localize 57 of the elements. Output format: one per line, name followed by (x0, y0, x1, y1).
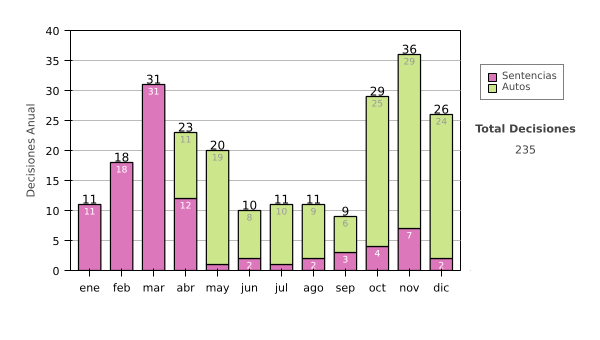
data-label: 4 (374, 250, 381, 260)
data-label: 2 (246, 262, 252, 272)
x-tick-label: sep (336, 282, 356, 294)
x-tick-label: ago (303, 282, 324, 294)
x-tick-label: nov (399, 282, 420, 294)
total-label: 31 (146, 72, 162, 86)
data-label: 25 (372, 100, 384, 110)
total-label: 20 (210, 138, 226, 152)
y-tick-label: 0 (52, 265, 60, 278)
y-axis-title: Decisiones Anual (24, 103, 38, 198)
x-tick-label: oct (368, 282, 387, 294)
y-tick-label: 40 (46, 25, 60, 38)
total-label: 36 (402, 42, 417, 56)
data-label: 31 (148, 88, 160, 98)
total-label: 11 (306, 192, 322, 206)
data-label: 29 (404, 58, 416, 68)
data-label: 7 (406, 232, 412, 242)
y-tick-label: 10 (46, 205, 60, 218)
y-tick-label: 25 (46, 115, 60, 128)
total-label: 18 (114, 150, 130, 164)
data-label: 2 (438, 262, 444, 272)
x-tick-label: jun (240, 282, 258, 294)
total-label: 26 (434, 102, 449, 116)
text: Total Decisiones (475, 122, 576, 136)
data-label: 24 (436, 118, 448, 128)
data-label: 18 (116, 166, 128, 176)
total-label: 23 (178, 120, 194, 134)
text: 235 (515, 144, 536, 156)
x-tick-label: may (206, 282, 230, 294)
y-tick-label: 35 (46, 55, 60, 68)
y-tick-label: 5 (52, 235, 60, 248)
data-label: 10 (276, 208, 288, 218)
data-label: 3 (342, 256, 348, 266)
total-label: 10 (242, 198, 258, 212)
y-tick-label: 20 (46, 145, 60, 158)
x-tick-label: dic (433, 282, 450, 294)
x-tick-label: mar (142, 282, 166, 294)
data-label: 2 (310, 262, 316, 272)
total-label: 11 (274, 192, 290, 206)
x-tick-label: abr (176, 282, 196, 294)
total-label: 11 (82, 192, 98, 206)
data-label: 11 (84, 208, 96, 218)
y-tick-label: 15 (46, 175, 60, 188)
x-tick-label: jul (274, 282, 288, 294)
y-tick-label: 30 (46, 85, 60, 98)
legend-label: Sentencias (502, 71, 557, 82)
data-label: 6 (342, 220, 349, 230)
data-label: 19 (212, 154, 224, 164)
data-label: 9 (310, 208, 317, 218)
legend-label: Autos (502, 82, 530, 93)
x-tick-label: feb (112, 282, 130, 294)
data-label: 11 (180, 136, 192, 146)
total-label: 9 (342, 204, 350, 218)
data-label: 12 (180, 202, 192, 212)
total-label: 29 (370, 84, 386, 98)
data-label: 8 (246, 214, 253, 224)
x-tick-label: ene (79, 282, 100, 294)
